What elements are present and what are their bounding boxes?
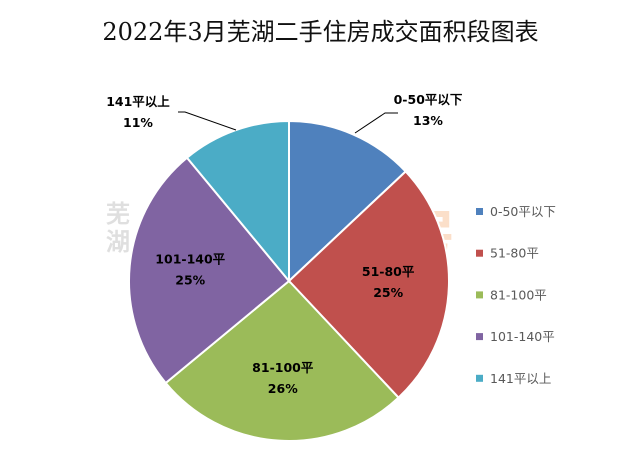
legend-swatch-4 — [476, 374, 483, 382]
legend-label-1: 51-80平 — [490, 246, 539, 261]
pie-slice-1 — [287, 170, 450, 400]
data-label-category-0: 0-50平以下 — [394, 92, 463, 107]
legend-label-0: 0-50平以下 — [490, 204, 556, 219]
data-label-value-3: 25% — [175, 273, 205, 288]
pie-slice-2 — [164, 279, 400, 442]
pie-slice-0 — [288, 119, 408, 284]
data-label-category-3: 101-140平 — [155, 252, 225, 267]
legend-swatch-3 — [476, 333, 483, 341]
data-label-category-4: 141平以上 — [106, 94, 170, 109]
leader-line-4 — [178, 111, 237, 131]
watermark-prefix-top: 芜 — [106, 200, 130, 228]
data-label-value-0: 13% — [413, 113, 443, 128]
legend-label-3: 101-140平 — [490, 329, 555, 344]
legend-swatch-0 — [476, 208, 483, 215]
pie-slice-4 — [185, 119, 290, 284]
legend-label-2: 81-100平 — [490, 287, 547, 302]
data-label-value-2: 26% — [268, 381, 298, 396]
watermark-prefix-bottom: 湖 — [106, 228, 130, 256]
leader-line-0 — [354, 112, 398, 134]
data-label-category-1: 51-80平 — [362, 264, 415, 279]
legend-label-4: 141平以上 — [490, 371, 551, 386]
pie-slice-3 — [128, 156, 291, 385]
legend-swatch-2 — [476, 291, 483, 299]
legend-swatch-1 — [476, 249, 483, 257]
data-label-value-1: 25% — [373, 285, 403, 300]
data-label-category-2: 81-100平 — [252, 360, 314, 375]
chart-title: 2022年3月芜湖二手住房成交面积段图表 — [102, 18, 539, 46]
data-label-value-4: 11% — [123, 115, 153, 130]
